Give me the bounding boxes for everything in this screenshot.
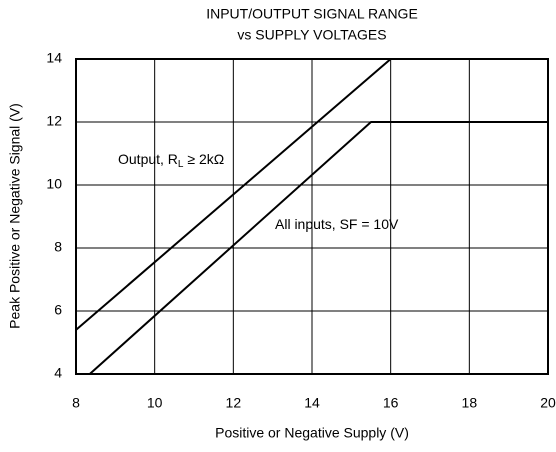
x-tick-label: 16 [383,395,399,411]
x-tick-label: 14 [304,395,320,411]
x-axis-label: Positive or Negative Supply (V) [215,425,409,441]
series-label-part: L [178,159,184,170]
chart-title: INPUT/OUTPUT SIGNAL RANGE [206,6,418,22]
x-tick-label: 8 [72,395,80,411]
series-label: Output, RL ≥ 2kΩ [118,151,224,170]
y-tick-label: 6 [54,302,62,318]
series-line [89,121,548,375]
y-axis-label: Peak Positive or Negative Signal (V) [7,103,23,329]
chart-title: vs SUPPLY VOLTAGES [237,27,386,43]
y-tick-label: 14 [46,50,62,66]
series-label-part: All inputs, SF = 10V [275,216,399,232]
y-tick-label: 10 [46,176,62,192]
x-tick-label: 20 [540,395,556,411]
y-tick-label: 8 [54,239,62,255]
x-tick-label: 12 [226,395,242,411]
series-label-part: ≥ 2kΩ [183,151,224,167]
x-tick-label: 18 [462,395,478,411]
x-tick-label: 10 [147,395,163,411]
plot-frame [75,58,549,375]
series-line [75,58,392,331]
y-tick-label: 4 [54,365,62,381]
series-label-part: Output, R [118,151,178,167]
series-label: All inputs, SF = 10V [275,216,399,232]
y-tick-label: 12 [46,113,62,129]
